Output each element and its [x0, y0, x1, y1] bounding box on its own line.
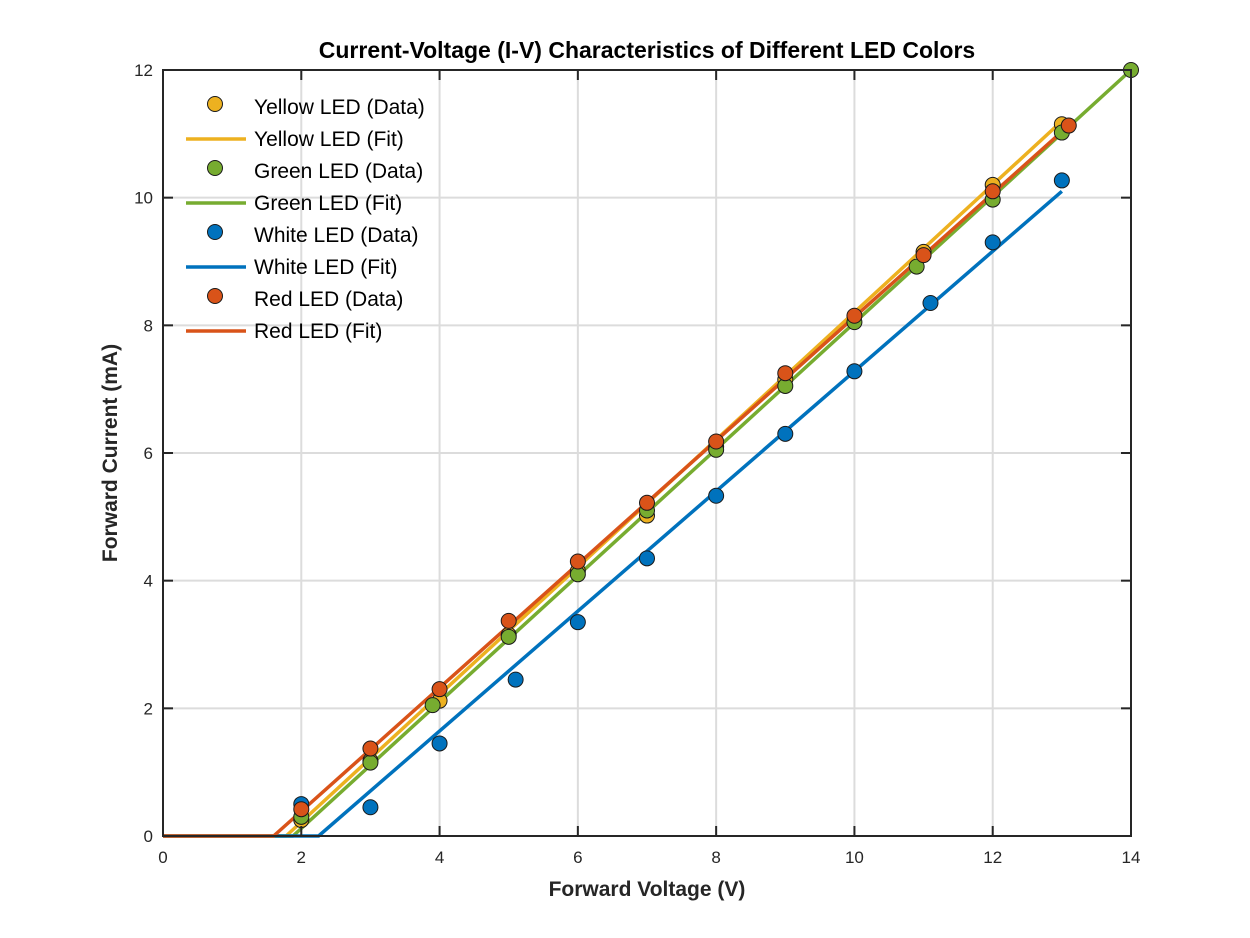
y-tick-label: 8	[144, 316, 153, 335]
white-led-data-point	[984, 234, 1001, 251]
red-led-data-point	[569, 553, 586, 570]
legend-label: White LED (Data)	[254, 224, 419, 247]
legend-label: Yellow LED (Fit)	[254, 128, 404, 151]
red-led-data-point	[915, 247, 932, 264]
white-led-data-point	[362, 799, 379, 816]
white-led-data-point	[708, 487, 725, 504]
red-led-data-point	[846, 307, 863, 324]
x-tick-label: 6	[573, 848, 582, 867]
white-led-data-point	[569, 614, 586, 631]
legend: Yellow LED (Data) Yellow LED (Fit) Green L…	[186, 96, 425, 343]
ticks: 0 2 4 6 8 10 12 14 0 2 4 6 8 10 12	[134, 61, 1140, 867]
white-led-data-point	[922, 294, 939, 311]
red-led-data-point	[293, 801, 310, 818]
legend-marker	[207, 96, 223, 112]
green-led-data-point	[500, 628, 517, 645]
legend-marker	[207, 224, 223, 240]
legend-label: Yellow LED (Data)	[254, 96, 425, 119]
legend-label: Green LED (Fit)	[254, 192, 402, 215]
x-tick-label: 14	[1122, 848, 1141, 867]
green-led-data-point	[362, 754, 379, 771]
y-tick-label: 10	[134, 189, 153, 208]
x-tick-label: 2	[297, 848, 306, 867]
legend-label: Red LED (Fit)	[254, 320, 382, 343]
red-led-data-point	[362, 740, 379, 757]
y-tick-label: 0	[144, 827, 153, 846]
red-led-data-point	[1060, 117, 1077, 134]
red-led-data-point	[500, 612, 517, 629]
y-tick-label: 2	[144, 699, 153, 718]
x-tick-label: 0	[158, 848, 167, 867]
green-led-data-point	[424, 697, 441, 714]
y-tick-label: 12	[134, 61, 153, 80]
red-led-data-point	[708, 433, 725, 450]
y-tick-label: 4	[144, 572, 153, 591]
chart-title: Current-Voltage (I-V) Characteristics of…	[319, 37, 975, 63]
x-tick-label: 10	[845, 848, 864, 867]
red-led-data-point	[639, 494, 655, 511]
x-tick-label: 4	[435, 848, 444, 867]
white-led-data-point	[431, 735, 448, 752]
y-tick-label: 6	[144, 444, 153, 463]
white-led-data-point	[639, 550, 655, 567]
legend-label: Red LED (Data)	[254, 288, 403, 311]
x-tick-label: 8	[711, 848, 720, 867]
legend-marker	[207, 160, 223, 176]
white-led-data-point	[507, 671, 524, 688]
x-tick-label: 12	[983, 848, 1002, 867]
red-led-data-point	[777, 365, 794, 382]
x-axis-label: Forward Voltage (V)	[549, 878, 746, 901]
red-led-data-point	[984, 183, 1001, 200]
legend-marker	[207, 288, 223, 304]
legend-label: Green LED (Data)	[254, 160, 423, 183]
legend-label: White LED (Fit)	[254, 256, 398, 279]
red-led-data-point	[431, 681, 448, 698]
y-axis-label: Forward Current (mA)	[99, 344, 122, 562]
white-led-data-point	[846, 363, 863, 380]
white-led-data-point	[1053, 172, 1070, 189]
white-led-data-point	[777, 425, 794, 442]
